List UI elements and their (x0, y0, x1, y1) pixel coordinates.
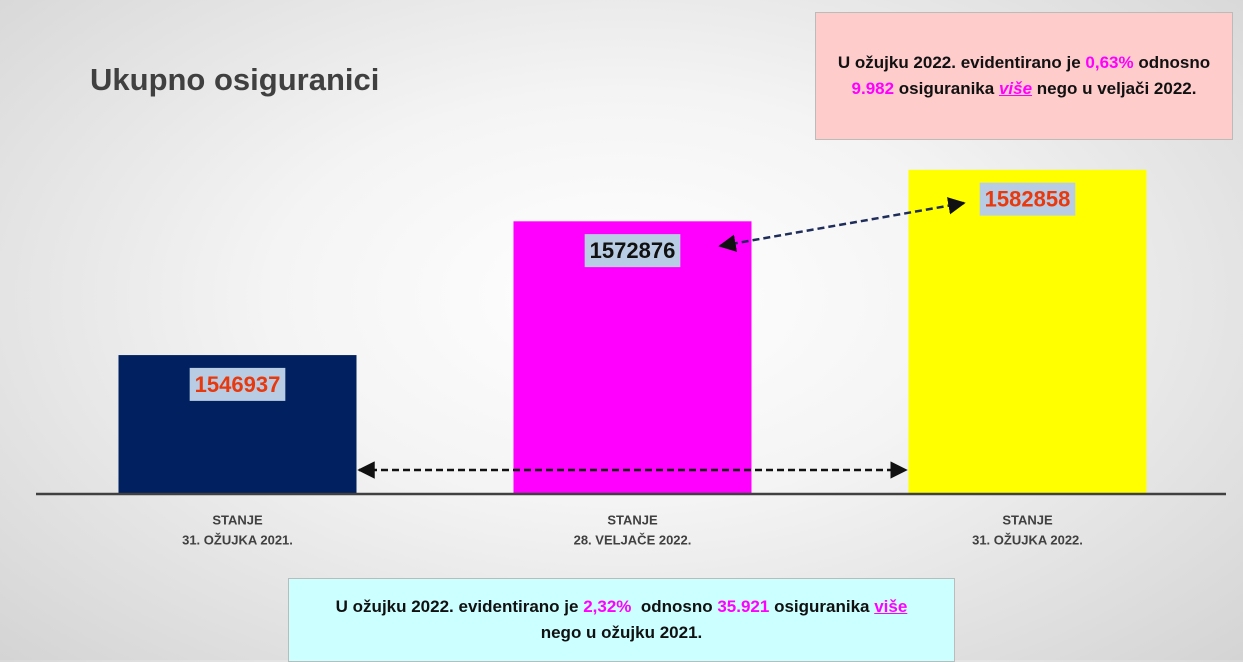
chart-title: Ukupno osiguranici (90, 62, 379, 97)
annotation-text: nego u veljači 2022. (1032, 79, 1197, 98)
value-label: 1582858 (985, 187, 1071, 212)
annotation: U ožujku 2022. evidentirano je 2,32% odn… (329, 594, 914, 646)
x-tick-label: 31. OŽUJKA 2022. (972, 532, 1083, 547)
annotation-text: 0,63% (1085, 53, 1134, 72)
x-tick-label: 28. VELJAČE 2022. (574, 532, 692, 547)
x-tick-label: STANJE (1002, 512, 1053, 527)
annotation-text: U ožujku 2022. evidentirano je (837, 53, 1086, 72)
annotation-text: 35.921 (717, 597, 770, 616)
arrow (718, 197, 966, 252)
x-tick-label: STANJE (212, 512, 263, 527)
value-label-bg (584, 234, 681, 268)
annotation-text: osiguranika (894, 79, 999, 98)
x-tick-label: 31. OŽUJKA 2021. (182, 532, 293, 547)
value-label-bg (979, 182, 1076, 216)
annotation-text: osiguranika (769, 597, 875, 616)
bar (908, 169, 1147, 494)
value-label: 1546937 (195, 372, 281, 397)
annotation-box: U ožujku 2022. evidentirano je 2,32% odn… (288, 578, 955, 662)
annotation-text: 2,32% (583, 597, 632, 616)
annotation-text: odnosno (1133, 53, 1215, 72)
annotation-text: odnosno (631, 597, 718, 616)
annotation-text: nego u ožujku 2021. (540, 597, 913, 642)
x-tick-label: STANJE (607, 512, 658, 527)
annotation-text: 9.982 (851, 79, 895, 98)
annotation-box: U ožujku 2022. evidentirano je 0,63% odn… (815, 12, 1233, 140)
value-label-bg (189, 367, 286, 401)
annotation-text: više (874, 597, 908, 616)
annotation: U ožujku 2022. evidentirano je 0,63% odn… (830, 50, 1218, 102)
annotation-text: više (998, 79, 1033, 98)
value-label: 1572876 (590, 238, 676, 263)
annotation-text: U ožujku 2022. evidentirano je (335, 597, 584, 616)
